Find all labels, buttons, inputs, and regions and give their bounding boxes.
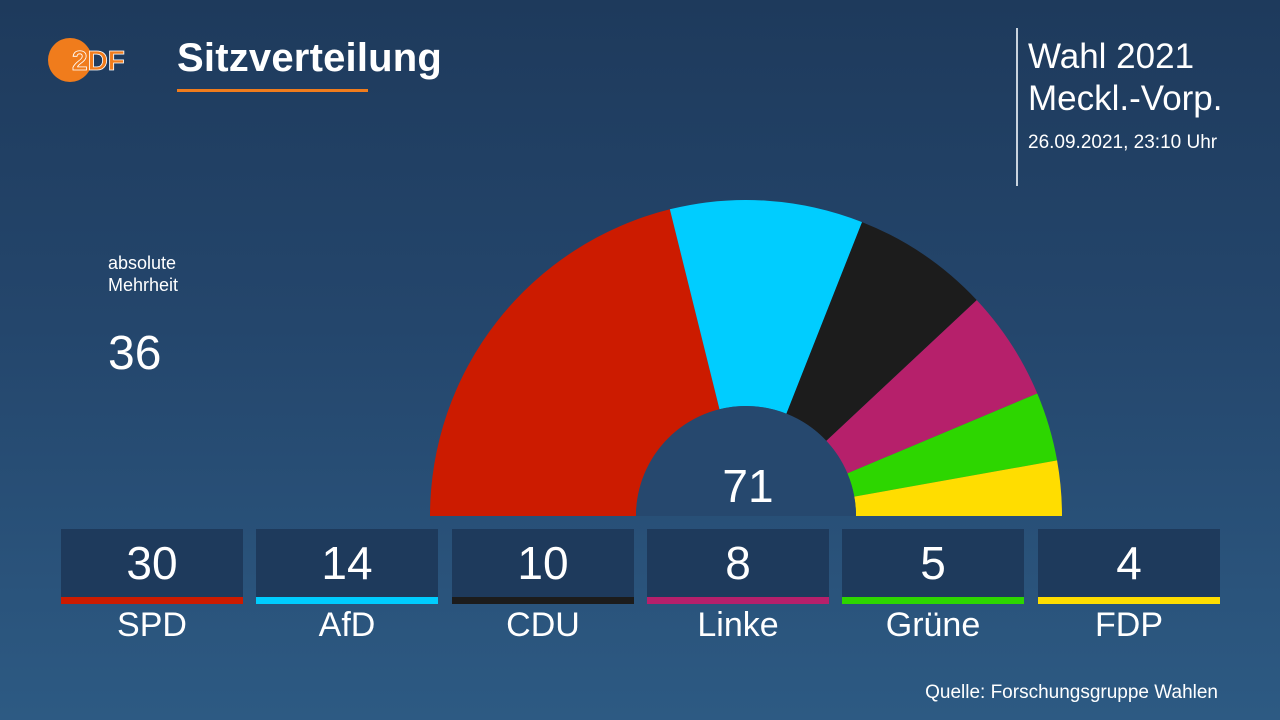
slice-linke xyxy=(826,300,1038,474)
total-seats-label: 71 xyxy=(722,460,773,512)
page-title: Sitzverteilung xyxy=(177,36,443,80)
zdf-logo: 2DF xyxy=(48,38,138,82)
header-divider xyxy=(1016,28,1018,186)
election-year: Wahl 2021 xyxy=(1028,37,1195,76)
timestamp: 26.09.2021, 23:10 Uhr xyxy=(1028,132,1218,153)
slice-afd xyxy=(669,200,863,414)
slice-cdu xyxy=(786,222,977,441)
election-region: Meckl.-Vorp. xyxy=(1028,79,1223,118)
source-note: Quelle: Forschungsgruppe Wahlen xyxy=(925,682,1218,703)
majority-label-line2: Mehrheit xyxy=(108,275,179,295)
logo-text: 2DF xyxy=(72,45,125,76)
majority-value: 36 xyxy=(108,327,162,380)
chart-slices xyxy=(430,200,1062,516)
majority-label-line1: absolute xyxy=(108,253,177,273)
title-underline xyxy=(177,89,368,92)
slice-grüne xyxy=(847,393,1058,497)
slice-fdp xyxy=(854,460,1062,516)
slice-spd xyxy=(430,209,720,516)
majority-label: absolute Mehrheit xyxy=(108,252,178,296)
election-info: Wahl 2021 Meckl.-Vorp. xyxy=(1028,36,1223,120)
chart-hub xyxy=(636,406,856,516)
